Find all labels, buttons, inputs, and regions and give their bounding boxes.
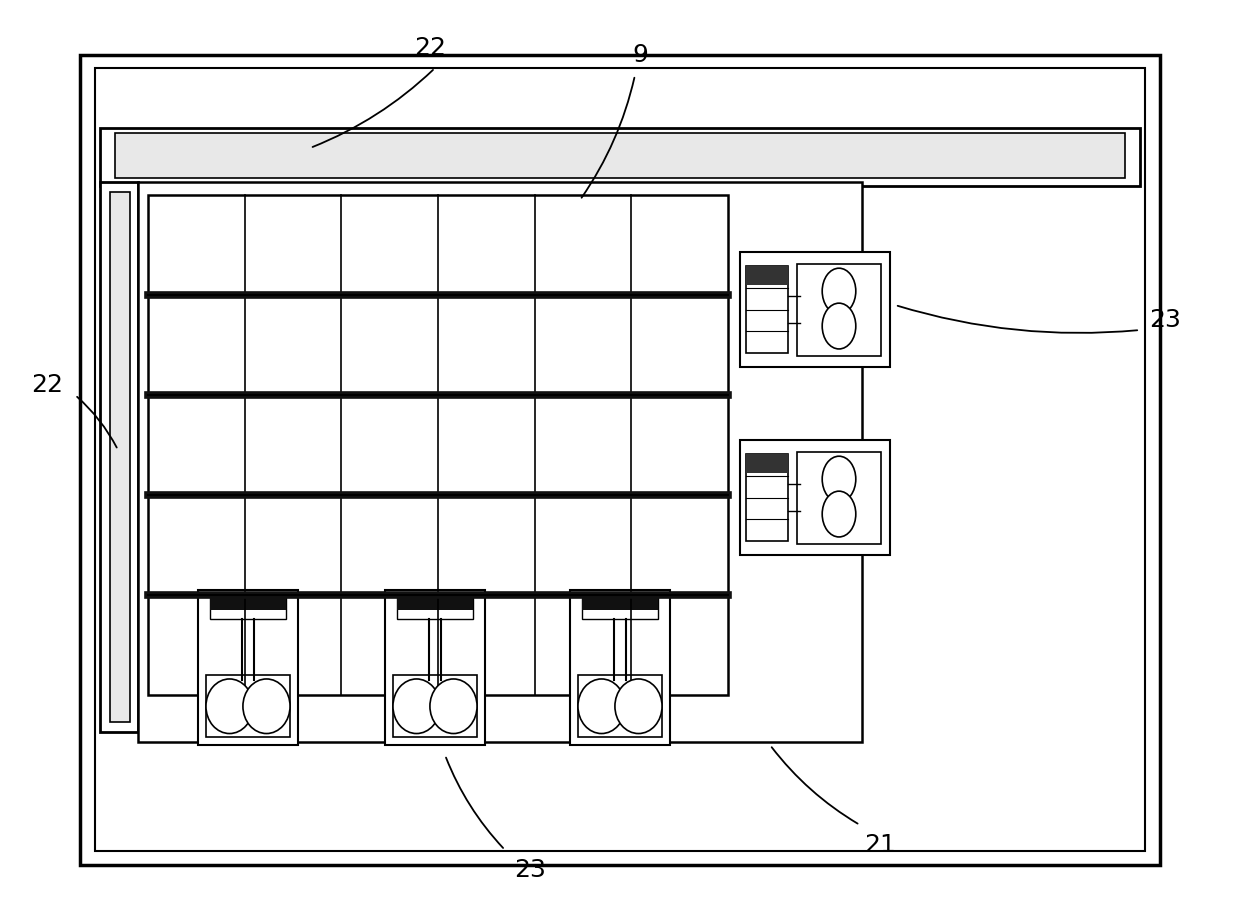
Bar xyxy=(578,675,662,737)
Ellipse shape xyxy=(822,268,856,314)
Text: 22: 22 xyxy=(31,373,63,397)
Text: 22: 22 xyxy=(414,36,446,60)
Bar xyxy=(740,252,890,367)
Text: 23: 23 xyxy=(1149,308,1180,332)
Bar xyxy=(746,454,787,473)
Bar xyxy=(397,596,472,620)
Text: 21: 21 xyxy=(864,833,897,857)
Bar xyxy=(393,675,477,737)
Bar xyxy=(746,266,787,353)
Bar xyxy=(81,55,1159,865)
Bar xyxy=(95,68,1145,851)
Bar xyxy=(797,451,880,543)
Bar xyxy=(570,590,670,745)
Bar xyxy=(397,596,472,610)
Bar xyxy=(746,266,787,285)
Ellipse shape xyxy=(578,679,625,733)
Ellipse shape xyxy=(206,679,253,733)
Bar xyxy=(384,590,485,745)
Ellipse shape xyxy=(615,679,662,733)
Bar xyxy=(138,182,862,742)
Bar xyxy=(582,596,658,610)
Bar xyxy=(797,264,880,356)
Ellipse shape xyxy=(243,679,290,733)
Bar xyxy=(210,596,286,620)
Ellipse shape xyxy=(393,679,440,733)
Bar xyxy=(115,133,1125,178)
Ellipse shape xyxy=(822,456,856,502)
Bar xyxy=(198,590,298,745)
Text: 9: 9 xyxy=(632,43,649,67)
Bar xyxy=(206,675,290,737)
Bar xyxy=(740,440,890,555)
Ellipse shape xyxy=(822,491,856,537)
Bar xyxy=(746,454,787,541)
Bar xyxy=(100,128,1140,186)
Bar xyxy=(110,192,130,722)
Ellipse shape xyxy=(430,679,477,733)
Bar xyxy=(148,195,728,695)
Ellipse shape xyxy=(822,303,856,349)
Bar xyxy=(582,596,658,620)
Bar xyxy=(100,182,138,732)
Text: 23: 23 xyxy=(515,858,546,882)
Bar xyxy=(210,596,286,610)
